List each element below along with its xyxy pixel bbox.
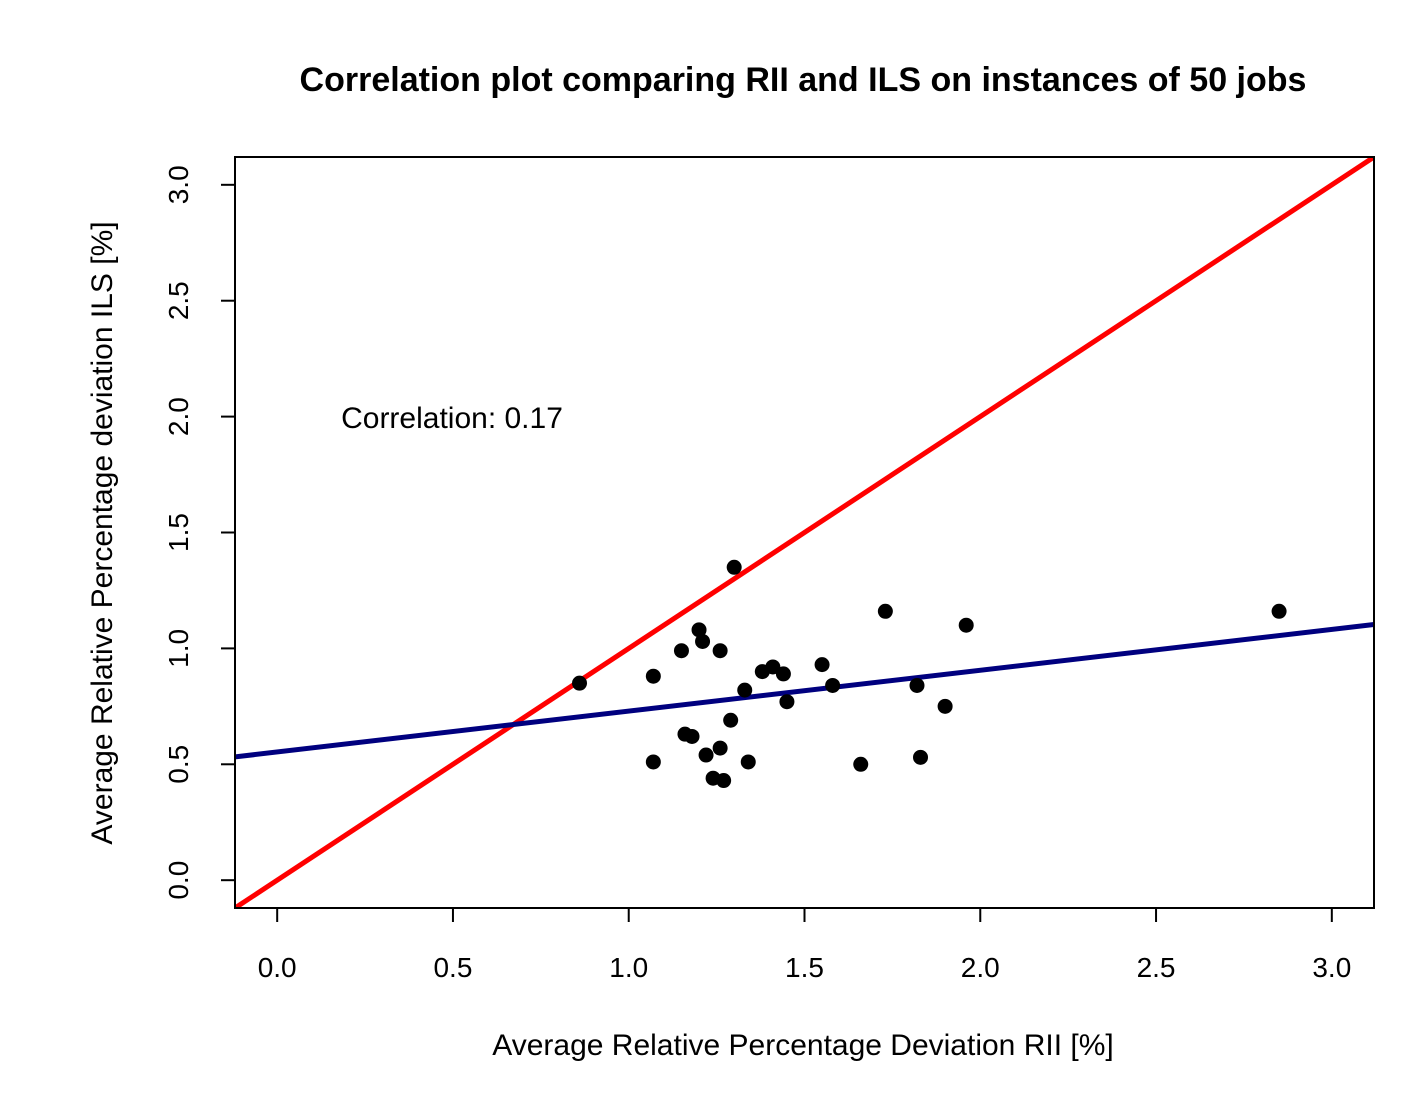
data-point [814,657,830,673]
data-point [723,712,739,728]
x-tick-label: 1.0 [609,952,648,983]
data-point [698,747,714,763]
y-tick-label: 1.5 [163,513,194,552]
correlation-annotation: Correlation: 0.17 [341,402,563,435]
data-point [937,698,953,714]
x-tick-label: 0.0 [258,952,297,983]
y-axis: 0.0 0.5 1.0 1.5 2.0 2.5 3.0 [163,165,236,900]
data-point [737,682,753,698]
data-point [740,754,756,770]
x-tick-label: 2.5 [1137,952,1176,983]
x-axis-label: Average Relative Percentage Deviation RI… [492,1029,1113,1062]
y-axis-label: Average Relative Percentage deviation IL… [86,221,119,844]
y-tick-label: 3.0 [163,165,194,204]
y-tick-label: 2.5 [163,281,194,320]
identity-line [235,157,1374,908]
data-point [775,666,791,682]
data-point [684,728,700,744]
x-tick-label: 0.5 [433,952,472,983]
data-point [572,675,588,691]
x-axis: 0.0 0.5 1.0 1.5 2.0 2.5 3.0 [258,907,1351,983]
y-tick-label: 2.0 [163,397,194,436]
data-point [712,643,728,659]
chart-title: Correlation plot comparing RII and ILS o… [300,61,1307,99]
data-point [909,677,925,693]
scatter-points-layer [572,559,1287,789]
data-point [645,668,661,684]
data-point [695,633,711,649]
data-point [825,677,841,693]
data-point [673,643,689,659]
data-point [853,756,869,772]
data-point [645,754,661,770]
data-point [779,694,795,710]
data-point [716,773,732,789]
data-point [712,740,728,756]
data-point [1271,603,1287,619]
data-point [726,559,742,575]
y-tick-label: 0.0 [163,861,194,900]
x-tick-label: 2.0 [961,952,1000,983]
data-point [691,622,707,638]
data-point [765,659,781,675]
regression-line [235,622,1374,760]
y-tick-label: 1.0 [163,629,194,668]
x-tick-label: 3.0 [1312,952,1351,983]
data-point [958,617,974,633]
data-point [877,603,893,619]
data-point [913,749,929,765]
fit-lines-layer [235,157,1374,908]
x-tick-label: 1.5 [785,952,824,983]
y-tick-label: 0.5 [163,745,194,784]
